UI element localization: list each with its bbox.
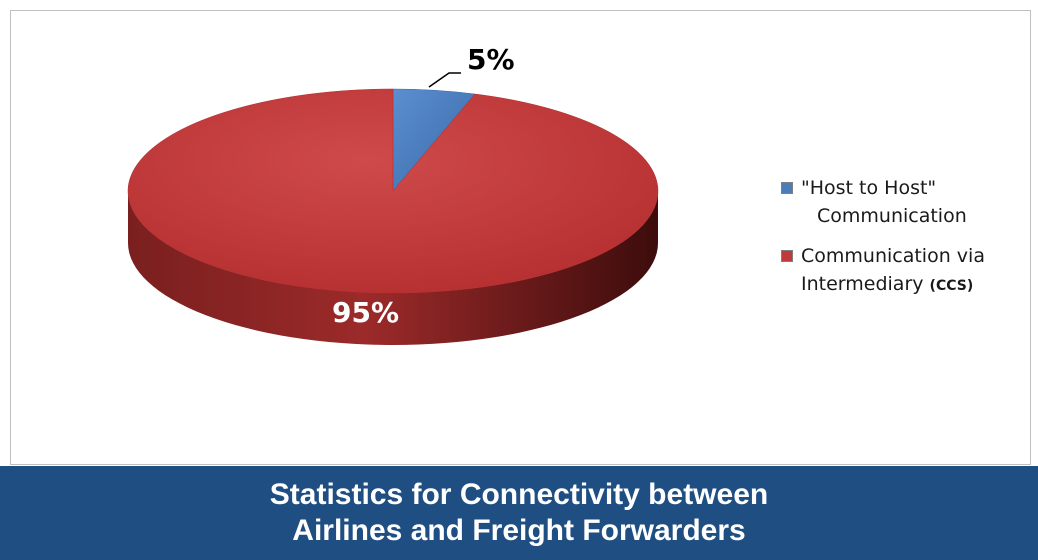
pie-slice-intermediary: [127, 88, 659, 294]
chart-title-banner: Statistics for Connectivity between Airl…: [0, 466, 1038, 560]
legend-entry-intermediary: Communication via Intermediary (CCS): [777, 242, 985, 300]
chart-frame: 5% 95% "Host to Host" Communication Comm…: [10, 10, 1031, 465]
slice-label-host-to-host: 5%: [467, 43, 515, 76]
legend-entry-host-to-host: "Host to Host" Communication: [777, 174, 985, 230]
legend-label-line: Communication via: [801, 245, 985, 267]
legend-swatch-blue: [781, 182, 793, 194]
slice-label-intermediary: 95%: [332, 296, 400, 329]
legend-label-line: Communication: [817, 205, 967, 227]
legend-label-line: Intermediary: [801, 273, 924, 295]
pie-top: [127, 88, 659, 294]
legend-swatch-red: [781, 250, 793, 262]
pie-side: [128, 191, 658, 345]
leader-line: [428, 72, 461, 88]
pie-chart: [127, 72, 659, 345]
legend: "Host to Host" Communication Communicati…: [777, 174, 985, 312]
legend-label-line: "Host to Host": [801, 177, 937, 199]
chart-title-line-2: Airlines and Freight Forwarders: [292, 514, 746, 547]
pie-side-wall: [128, 191, 658, 345]
chart-title-line-1: Statistics for Connectivity between: [269, 478, 769, 511]
legend-label-suffix: (CCS): [929, 278, 974, 294]
